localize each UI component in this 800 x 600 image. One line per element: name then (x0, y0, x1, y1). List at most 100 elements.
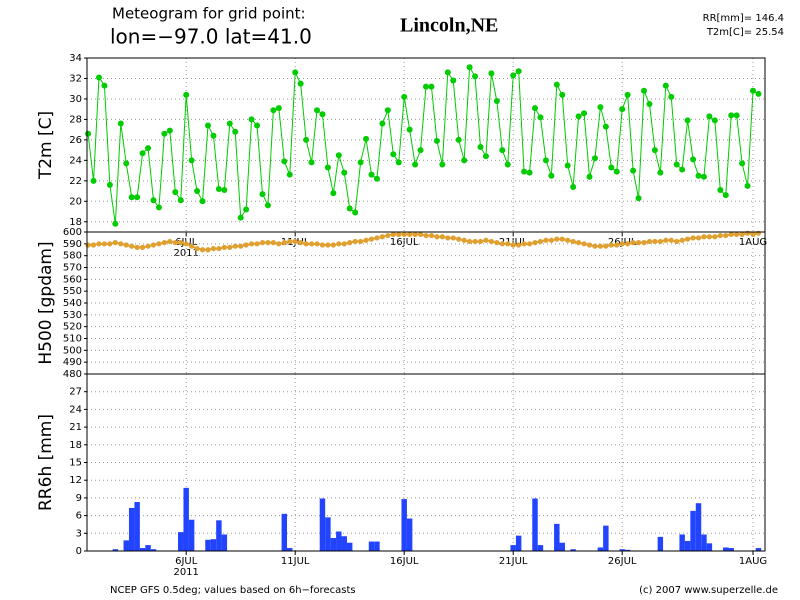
point (755, 230, 762, 236)
bar (515, 535, 522, 551)
point (330, 242, 336, 248)
y-tick-label: 6 (76, 511, 82, 522)
y-tick-label: 590 (63, 239, 82, 250)
y-tick-label: 15 (69, 458, 82, 469)
point (603, 243, 609, 249)
summary: RR[mm]= 146.4 (703, 13, 784, 24)
point (96, 241, 102, 247)
point (543, 237, 549, 243)
y-tick-label: 490 (63, 357, 82, 368)
bar (287, 548, 293, 551)
y-tick-label: 500 (63, 345, 82, 356)
point (570, 238, 576, 245)
bar (537, 545, 544, 551)
y-tick-label: 540 (63, 298, 82, 309)
point (739, 160, 746, 167)
point (597, 243, 604, 249)
point (226, 120, 233, 127)
point (706, 113, 713, 120)
point (298, 240, 304, 246)
y-tick-label: 600 (63, 227, 82, 238)
x-tick-label: 16JUL (390, 556, 419, 567)
point (417, 231, 424, 237)
y-tick-label: 20 (69, 196, 82, 207)
point (450, 77, 457, 84)
bar (406, 518, 413, 551)
point (232, 128, 239, 135)
point (188, 157, 195, 164)
point (265, 240, 271, 246)
point (139, 150, 146, 157)
point (412, 161, 419, 168)
point (384, 107, 391, 114)
point (428, 232, 435, 239)
point (221, 244, 227, 250)
point (210, 132, 217, 139)
y-tick-label: 0 (76, 546, 82, 557)
point (270, 240, 276, 246)
point (134, 194, 141, 201)
point (324, 164, 331, 171)
point (259, 240, 266, 246)
point (657, 169, 664, 176)
y-tick-label: 22 (69, 176, 82, 187)
point (483, 237, 489, 243)
y-tick-label: 580 (63, 251, 82, 262)
point (700, 173, 707, 180)
point (755, 90, 762, 97)
x-tick-label: 11JUL (281, 556, 310, 567)
y-tick-label: 520 (63, 322, 82, 333)
point (407, 231, 413, 237)
point (744, 230, 751, 236)
point (439, 161, 446, 168)
point (117, 120, 124, 127)
point (553, 81, 560, 88)
point (243, 206, 250, 213)
point (308, 159, 315, 166)
point (101, 82, 108, 89)
bar (145, 545, 151, 551)
y-axis-label: H500 [gpdam] (36, 241, 56, 364)
point (183, 91, 190, 98)
point (663, 237, 669, 243)
point (395, 159, 402, 166)
point (112, 220, 119, 227)
point (275, 105, 282, 112)
point (308, 241, 315, 247)
point (390, 231, 396, 237)
point (281, 240, 287, 246)
point (172, 189, 179, 196)
point (346, 205, 353, 212)
point (423, 83, 429, 90)
point (630, 240, 636, 246)
bar (684, 540, 691, 551)
y-tick-label: 26 (69, 135, 82, 146)
point (613, 168, 620, 175)
point (270, 107, 277, 114)
point (684, 117, 691, 124)
bar (281, 513, 288, 551)
point (570, 183, 577, 190)
point (396, 231, 402, 237)
point (204, 122, 211, 129)
point (129, 243, 135, 249)
bar (341, 536, 347, 551)
point (712, 234, 718, 240)
point (461, 157, 468, 164)
point (526, 169, 533, 176)
point (237, 214, 244, 221)
bar (346, 542, 353, 551)
subtitle: lon=−97.0 lat=41.0 (110, 25, 312, 49)
y-tick-label: 24 (69, 404, 82, 415)
point (576, 240, 582, 246)
point (297, 80, 304, 87)
point (363, 237, 369, 243)
point (586, 242, 593, 248)
point (652, 238, 658, 245)
y-tick-label: 3 (76, 528, 82, 539)
point (412, 231, 418, 237)
bar (690, 510, 696, 551)
line (87, 65, 759, 224)
bar (188, 519, 195, 551)
y-tick-label: 21 (69, 422, 82, 433)
